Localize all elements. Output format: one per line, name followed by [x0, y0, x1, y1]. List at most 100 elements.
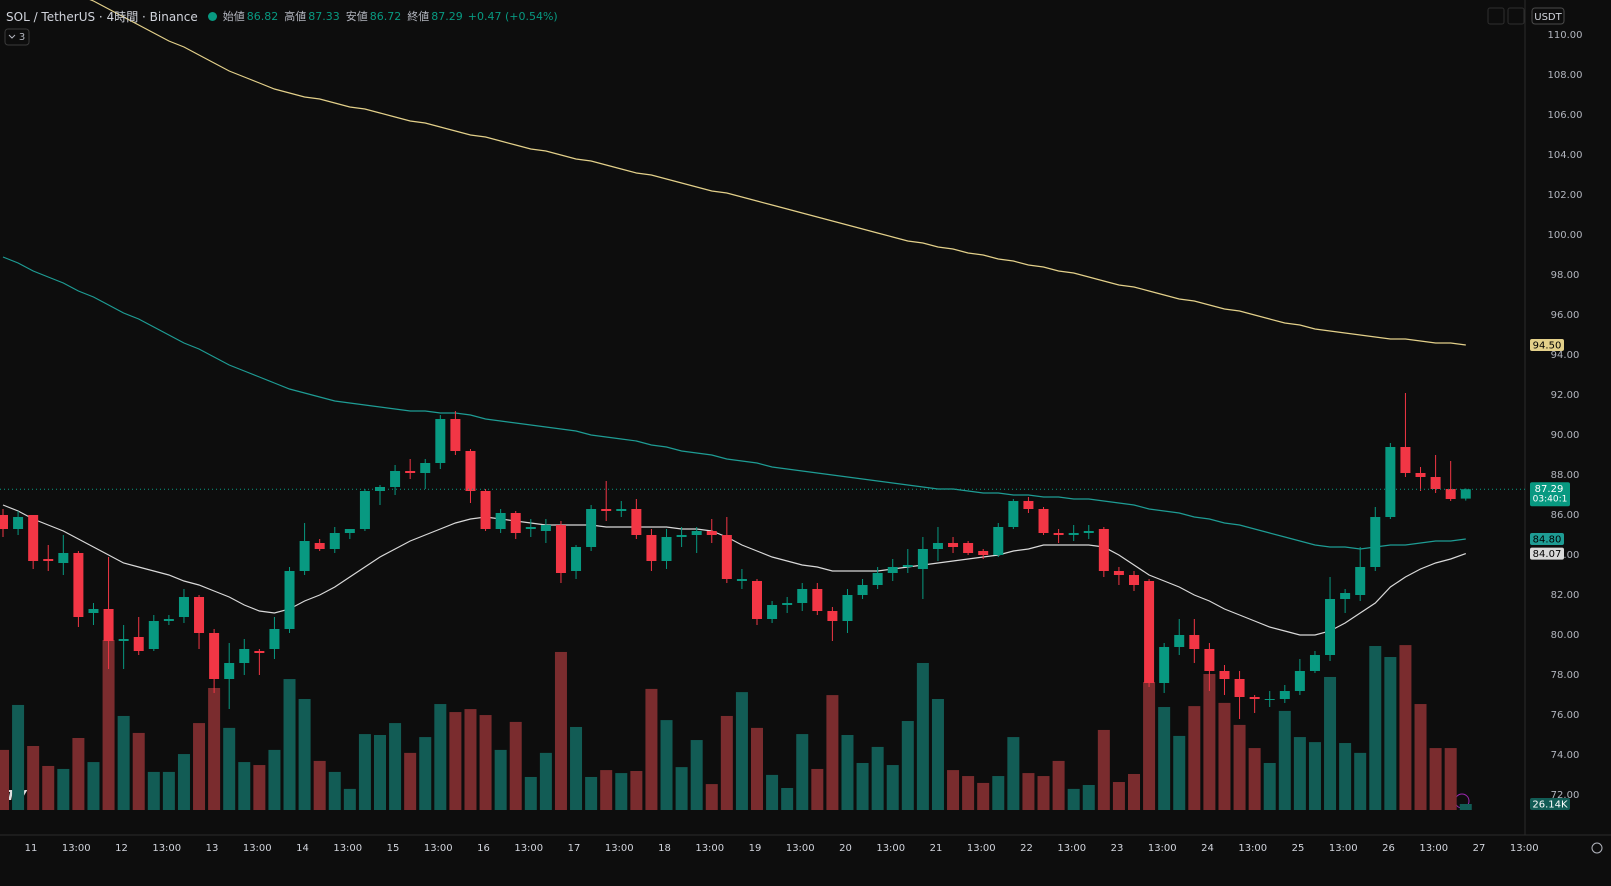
- candle-body: [1460, 489, 1471, 499]
- volume-bar: [720, 715, 733, 810]
- volume-bar: [1444, 748, 1457, 810]
- candle-body: [917, 549, 928, 569]
- volume-bar: [856, 762, 869, 810]
- volume-bar: [1308, 742, 1321, 810]
- ma-price-tag: [1530, 339, 1564, 351]
- volume-bar: [1324, 676, 1337, 810]
- candle-body: [1400, 447, 1411, 473]
- settings-icon[interactable]: [1591, 842, 1603, 854]
- candle-body: [1279, 691, 1290, 699]
- volume-bar: [992, 776, 1005, 810]
- candle-body: [525, 527, 536, 529]
- x-tick-label: 13:00: [786, 843, 815, 854]
- volume-bar: [1248, 748, 1261, 810]
- candle-body: [571, 547, 582, 571]
- chevron-icon: [8, 34, 16, 39]
- candle-body: [450, 419, 461, 451]
- candle-body: [1430, 477, 1441, 489]
- candle-body: [209, 633, 220, 679]
- reset-button[interactable]: [1507, 7, 1525, 25]
- y-tick-label: 76.00: [1551, 710, 1580, 721]
- volume-bar: [1082, 785, 1095, 810]
- ma-price-tag-label: 84.80: [1533, 535, 1562, 546]
- candle-body: [1385, 447, 1396, 517]
- candle-body: [284, 571, 295, 629]
- volume-bar: [449, 712, 462, 810]
- candle-body: [827, 611, 838, 621]
- indicator-toggle[interactable]: [4, 28, 30, 46]
- header: SOL / TetherUS · 4時間 · Binance 始値 86.82 高…: [6, 8, 558, 24]
- y-tick-label: 86.00: [1551, 510, 1580, 521]
- volume-bar: [343, 788, 356, 810]
- volume-bar: [132, 732, 145, 810]
- volume-bar: [871, 746, 884, 810]
- moving-average-line: [89, 0, 1466, 346]
- candle-body: [691, 531, 702, 535]
- volume-bar: [539, 752, 552, 810]
- x-tick-label: 13:00: [424, 843, 453, 854]
- volume-bar: [283, 679, 296, 810]
- currency: USDT: [1534, 12, 1562, 23]
- x-tick-label: 13:00: [1238, 843, 1267, 854]
- volume-bar: [645, 688, 658, 810]
- x-tick-label: 19: [749, 843, 762, 854]
- candle-body: [706, 531, 717, 535]
- candle-body: [842, 595, 853, 621]
- volume-bar: [600, 770, 613, 810]
- low-value: 86.72: [369, 9, 402, 23]
- x-tick-label: 27: [1473, 843, 1486, 854]
- candle-body: [1415, 473, 1426, 477]
- candle-body: [73, 553, 84, 617]
- candle-body: [948, 543, 959, 547]
- volume-tag-label: 26.14K: [1532, 800, 1568, 811]
- candle-body: [631, 509, 642, 535]
- y-tick-label: 82.00: [1551, 590, 1580, 601]
- x-tick-label: 13:00: [1419, 843, 1448, 854]
- candle-body: [586, 509, 597, 547]
- candle-body: [435, 419, 446, 463]
- volume-bar: [57, 768, 70, 810]
- x-tick-label: 13:00: [1148, 843, 1177, 854]
- candle-body: [1038, 509, 1049, 533]
- volume-bar: [1354, 752, 1367, 810]
- volume-bar: [931, 698, 944, 810]
- volume-bar: [690, 740, 703, 810]
- currency-button[interactable]: [1531, 7, 1565, 25]
- candle-body: [224, 663, 235, 679]
- y-tick-label: 72.00: [1551, 790, 1580, 801]
- y-tick-label: 106.00: [1548, 110, 1583, 121]
- volume-bar: [358, 734, 371, 810]
- candle-body: [797, 589, 808, 603]
- volume-bar: [434, 704, 447, 810]
- candle-body: [1370, 517, 1381, 567]
- volume-bar: [494, 749, 507, 810]
- candle-body: [1144, 581, 1155, 683]
- candle-body: [1234, 679, 1245, 697]
- y-tick-label: 92.00: [1551, 390, 1580, 401]
- volume-bar: [298, 698, 311, 810]
- candle-body: [1083, 531, 1094, 533]
- plot-area: [0, 0, 1525, 810]
- volume-bar: [102, 640, 115, 810]
- volume-bar: [1339, 743, 1352, 810]
- y-tick-label: 94.00: [1551, 350, 1580, 361]
- candle-body: [661, 537, 672, 561]
- x-tick-label: 12: [115, 843, 128, 854]
- moving-average-line: [2, 504, 1467, 636]
- volume-bar: [630, 771, 643, 810]
- ma-price-tag-label: 84.07: [1533, 549, 1562, 560]
- y-tick-label: 108.00: [1548, 70, 1583, 81]
- candle-body: [58, 553, 69, 563]
- symbol-title: SOL / TetherUS · 4時間 · Binance: [6, 9, 198, 24]
- x-tick-label: 13:00: [1329, 843, 1358, 854]
- volume-bar: [585, 776, 598, 810]
- high-label: 高値: [284, 10, 307, 23]
- volume-bar: [1022, 773, 1035, 810]
- volume-bar: [177, 754, 190, 810]
- volume-bar: [268, 749, 281, 810]
- candle-body: [1159, 647, 1170, 683]
- volume-bar: [0, 749, 9, 810]
- scroll-button[interactable]: [1487, 7, 1505, 25]
- open-label: 始値: [222, 10, 245, 23]
